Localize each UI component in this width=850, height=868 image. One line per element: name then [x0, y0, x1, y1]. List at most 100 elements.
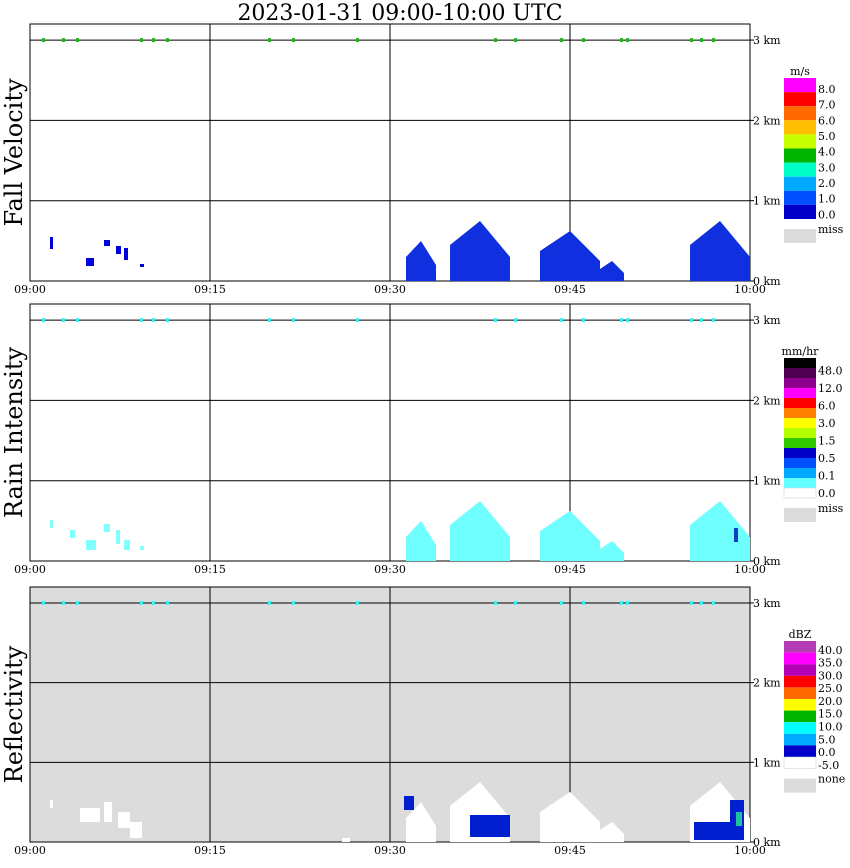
y-tick-label: 1 km	[753, 756, 781, 769]
legend-miss-label: miss	[818, 223, 844, 236]
legend-swatch	[784, 176, 816, 191]
legend-swatch	[784, 448, 816, 458]
precip-cluster	[600, 261, 624, 281]
legend-swatch	[783, 756, 817, 769]
echo-dot	[626, 318, 629, 323]
legend-label: 4.0	[818, 146, 836, 159]
y-tick-label: 3 km	[753, 34, 781, 47]
legend-swatch	[784, 398, 816, 408]
echo-patch	[104, 524, 110, 532]
echo-core	[734, 528, 738, 542]
echo-dot	[712, 318, 715, 323]
echo-dot	[494, 600, 497, 605]
legend-swatch	[784, 733, 816, 746]
legend-label: 5.0	[818, 733, 836, 746]
legend-unit: dBZ	[789, 628, 812, 641]
legend-label: 10.0	[818, 720, 843, 733]
echo-patch	[140, 546, 144, 550]
x-tick-label: 09:45	[554, 563, 586, 576]
precip-cluster	[450, 501, 510, 561]
legend-miss-swatch	[784, 778, 816, 793]
y-tick-label: 1 km	[753, 195, 781, 208]
echo-dot	[356, 600, 359, 605]
legend-label: 0.5	[818, 452, 836, 465]
echo-dot	[42, 318, 45, 323]
precip-cluster	[540, 511, 600, 561]
echo-dot	[582, 600, 585, 605]
echo-dot	[268, 600, 271, 605]
x-tick-label: 10:00	[734, 844, 766, 857]
legend-unit: mm/hr	[782, 345, 820, 358]
precip-cluster	[600, 822, 624, 842]
legend-swatch	[784, 478, 816, 488]
legend-label: 5.0	[818, 130, 836, 143]
echo-patch	[116, 246, 121, 254]
x-tick-label: 09:15	[194, 844, 226, 857]
echo-dot	[626, 600, 629, 605]
precip-cluster	[406, 802, 436, 842]
echo-dot	[152, 600, 155, 605]
legend-label: 12.0	[818, 382, 843, 395]
y-tick-label: 0 km	[753, 836, 781, 849]
echo-dot	[712, 600, 715, 605]
x-tick-label: 10:00	[734, 283, 766, 296]
plot-frame	[29, 23, 751, 282]
echo-patch	[104, 802, 112, 822]
legend-label: 35.0	[818, 657, 843, 670]
echo-dot	[494, 38, 497, 43]
echo-patch	[50, 800, 53, 808]
echo-patch	[124, 248, 128, 260]
legend-label: 25.0	[818, 682, 843, 695]
x-tick-label: 10:00	[734, 563, 766, 576]
y-tick-label: 3 km	[753, 597, 781, 610]
y-tick-label: 2 km	[753, 677, 781, 690]
echo-dot	[292, 38, 295, 43]
echo-dot	[712, 38, 715, 43]
legend-miss-label: none	[818, 773, 845, 786]
legend-label: 0.1	[818, 469, 836, 482]
legend-swatch	[784, 106, 816, 121]
legend-label: 48.0	[818, 364, 843, 377]
echo-dot	[494, 318, 497, 323]
chart-title: 2023-01-31 09:00-10:00 UTC	[237, 1, 563, 26]
echo-dot	[560, 38, 563, 43]
legend-label: 40.0	[818, 644, 843, 657]
x-tick-label: 09:00	[14, 844, 46, 857]
legend-swatch	[784, 675, 816, 688]
legend-swatch	[784, 120, 816, 135]
echo-dot	[166, 38, 169, 43]
echo-dot	[582, 38, 585, 43]
echo-patch	[86, 258, 94, 266]
legend-swatch	[784, 92, 816, 107]
precip-cluster	[540, 792, 600, 842]
echo-dot	[620, 600, 623, 605]
legend-swatch	[784, 358, 816, 368]
echo-dot	[356, 318, 359, 323]
echo-core	[470, 815, 510, 837]
legend-swatch	[784, 134, 816, 149]
echo-dot	[76, 318, 79, 323]
legend-swatch	[784, 148, 816, 163]
y-tick-label: 1 km	[753, 475, 781, 488]
x-tick-label: 09:30	[374, 844, 406, 857]
echo-patch	[118, 812, 130, 828]
precip-cluster	[690, 501, 750, 561]
legend-swatch	[784, 745, 816, 757]
legend-swatch	[784, 388, 816, 398]
echo-dot	[292, 318, 295, 323]
echo-dot	[62, 318, 65, 323]
panel-3: Reflectivity 09:00 09:15 09:30 09:45 10:000 k…	[0, 586, 845, 857]
legend-label: -5.0	[818, 759, 839, 772]
legend-unit: m/s	[790, 65, 810, 78]
legend-swatch	[784, 699, 816, 711]
legend-swatch	[783, 487, 817, 499]
echo-dot	[700, 38, 703, 43]
echo-dot	[514, 38, 517, 43]
legend-swatch	[784, 378, 816, 388]
echo-dot	[514, 600, 517, 605]
legend-label: 0.0	[818, 487, 836, 500]
legend-swatch	[784, 190, 816, 205]
x-tick-label: 09:45	[554, 844, 586, 857]
legend-swatch	[784, 162, 816, 177]
